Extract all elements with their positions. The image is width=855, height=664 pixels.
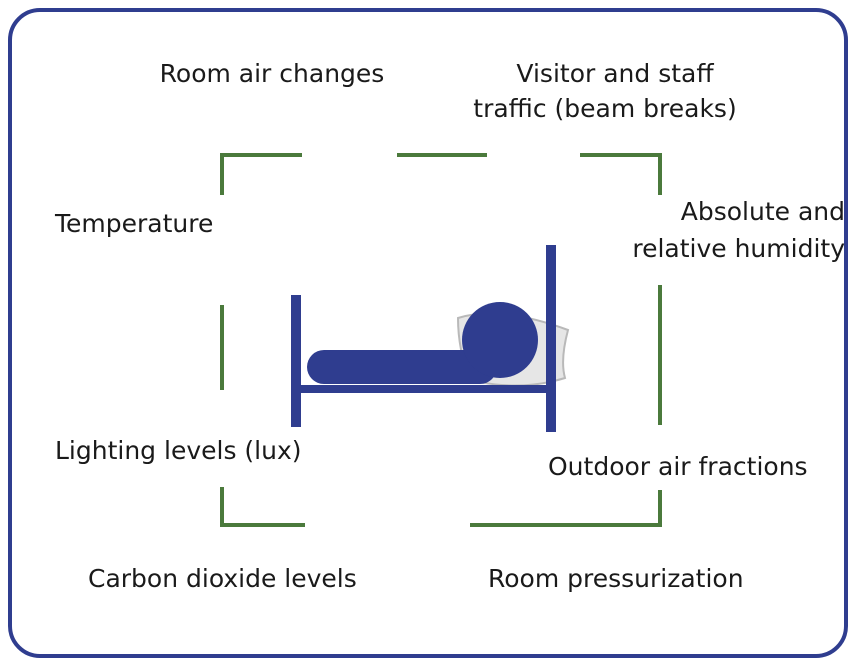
label: relative humidity [632,234,845,263]
label: Carbon dioxide levels [88,564,357,593]
bed-post [291,295,301,427]
label: Room air changes [160,59,385,88]
label: Absolute and [681,197,845,226]
bed [291,245,570,432]
label: Room pressurization [488,564,744,593]
head [462,302,538,378]
label: Visitor and staff [516,59,714,88]
label: Lighting levels (lux) [55,436,302,465]
label: Outdoor air fractions [548,452,808,481]
bed-frame [296,385,552,393]
room-outline [220,153,662,527]
frame [8,8,848,658]
label: Temperature [54,209,213,238]
bed-post [546,245,556,432]
body [307,350,497,384]
label: traffic (beam breaks) [473,94,736,123]
